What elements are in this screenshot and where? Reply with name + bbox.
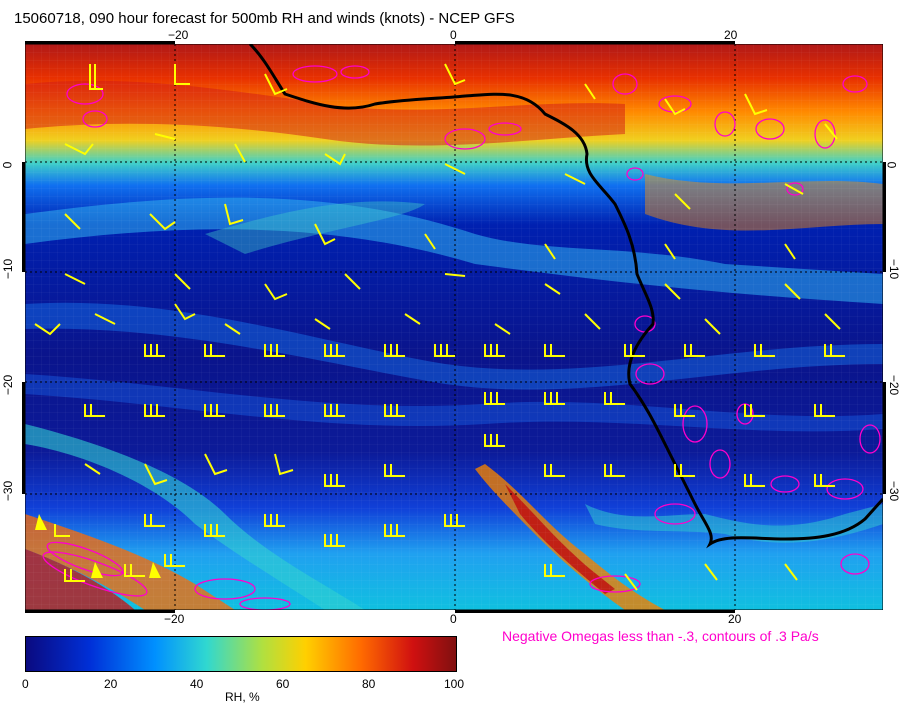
colorbar-tick-0: 0 xyxy=(22,677,29,691)
bottom-lon-tick-e20: 20 xyxy=(728,612,742,626)
model-grid xyxy=(25,44,883,610)
graticule xyxy=(25,44,883,610)
bottom-lon-tick-w20: −20 xyxy=(164,612,185,626)
colorbar-label: RH, % xyxy=(225,690,260,704)
right-lat-tick-s10: −10 xyxy=(887,258,902,280)
colorbar-tick-60: 60 xyxy=(276,677,290,691)
left-lat-tick-s10: −10 xyxy=(1,258,16,280)
pennant-barbs xyxy=(35,514,161,578)
left-lat-tick-s30: −30 xyxy=(1,480,16,502)
map-title: 15060718, 090 hour forecast for 500mb RH… xyxy=(14,10,515,27)
left-lat-tick-s20: −20 xyxy=(1,374,16,396)
coastline xyxy=(248,44,883,549)
top-lon-tick-0: 0 xyxy=(450,28,457,42)
rh-colorbar xyxy=(25,636,457,672)
top-lon-tick-w20: −20 xyxy=(168,28,189,42)
omega-contours xyxy=(42,65,881,610)
colorbar-tick-40: 40 xyxy=(190,677,204,691)
left-lat-tick-0: 0 xyxy=(0,161,15,169)
colorbar-tick-20: 20 xyxy=(104,677,118,691)
right-lat-tick-s20: −20 xyxy=(887,374,902,396)
right-lat-tick-0: 0 xyxy=(884,161,899,169)
colorbar-gradient xyxy=(26,637,456,671)
rh-wind-map xyxy=(25,44,883,610)
map-canvas xyxy=(25,44,883,610)
colorbar-tick-80: 80 xyxy=(362,677,376,691)
wind-barbs xyxy=(34,63,845,591)
colorbar-tick-100: 100 xyxy=(444,677,465,691)
right-lat-tick-s30: −30 xyxy=(887,480,902,502)
bottom-lon-tick-0: 0 xyxy=(450,612,457,626)
omega-legend-note: Negative Omegas less than -.3, contours … xyxy=(502,628,819,644)
top-lon-tick-e20: 20 xyxy=(724,28,738,42)
